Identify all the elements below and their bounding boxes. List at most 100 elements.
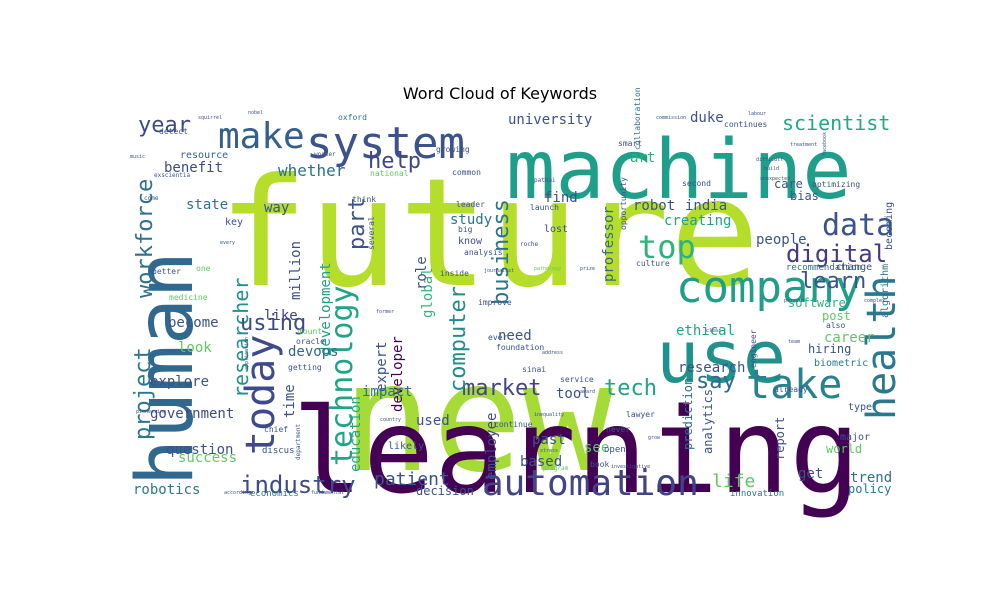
word-get: get [798, 466, 823, 482]
word-creating: creating [664, 213, 731, 229]
word-nobel: nobel [248, 110, 263, 116]
word-already: already [774, 385, 808, 394]
word-lost: lost [544, 224, 568, 235]
word-researcher: researcher [229, 278, 253, 398]
word-common: common [452, 168, 481, 177]
word-government: government [150, 406, 234, 422]
word-improve: improve [478, 298, 512, 307]
word-trend: trend [850, 470, 892, 486]
word-professor: professor [601, 206, 617, 282]
word-robotics: robotics [133, 482, 200, 498]
word-national: national [370, 169, 409, 178]
word-inside: inside [440, 269, 469, 278]
word-life: life [712, 471, 755, 492]
word-university: university [508, 112, 592, 128]
word-see: see [584, 440, 609, 456]
word-detect: detect [159, 127, 188, 136]
word-new: new [342, 332, 614, 506]
word-decision: decision [416, 484, 474, 498]
word-open: open [604, 445, 626, 455]
word-ethical: ethical [676, 323, 735, 339]
word-engineer: engineer [749, 329, 758, 368]
word-devops: devops [288, 344, 339, 360]
word-data: data [822, 208, 894, 243]
word-also: also [826, 321, 845, 330]
word-one: one [196, 264, 211, 273]
word-learn: learn [800, 269, 866, 294]
word-big: big [458, 225, 473, 234]
word-india: india [685, 198, 727, 214]
word-address: address [542, 350, 563, 356]
word-career: career [824, 330, 875, 346]
word-discus: discus [262, 446, 295, 456]
word-people: people [756, 232, 807, 248]
word-foundation: foundation [496, 343, 544, 352]
word-opportunity: opportunity [619, 177, 628, 230]
word-difficult: difficult [756, 157, 783, 163]
word-impact: impact [362, 384, 413, 400]
word-say: say [696, 369, 736, 394]
word-time: time [282, 384, 298, 418]
word-using: using [240, 311, 306, 336]
word-every: every [220, 240, 235, 246]
word-growing: growing [436, 145, 470, 154]
chart-title: Word Cloud of Keywords [402, 84, 598, 103]
word-facebook: facebook [822, 132, 828, 156]
word-leader: leader [456, 200, 485, 209]
word-key: key [225, 217, 243, 228]
word-make: make [218, 116, 305, 157]
word-patient: patient [374, 469, 450, 490]
word-unexpected: unexpected [760, 176, 790, 182]
word-pathai: pathai [534, 177, 556, 184]
word-analytics: analytics [701, 389, 715, 454]
word-country: country [380, 417, 401, 423]
word-way: way [264, 200, 289, 216]
word-software: software [788, 296, 846, 310]
word-optimizing: optimizing [812, 180, 860, 189]
word-market: market [462, 376, 541, 401]
word-business: business [489, 199, 514, 305]
word-labour: labour [748, 111, 766, 117]
word-benefit: benefit [164, 160, 223, 176]
word-mount: mount [298, 327, 322, 336]
word-employee: employee [484, 413, 500, 480]
word-report: report [773, 417, 787, 460]
word-launch: launch [530, 203, 559, 212]
word-million: million [288, 241, 304, 300]
word-project: project [131, 347, 156, 440]
word-better: better [152, 267, 181, 276]
word-grow: grow [648, 435, 661, 441]
word-analysis: analysis [464, 248, 503, 257]
word-expert: expert [374, 341, 390, 392]
word-clear: clear [706, 328, 721, 334]
word-developer: developer [390, 336, 406, 412]
word-machine: machine [506, 123, 852, 218]
word-likely: likely [388, 441, 424, 452]
word-oxford: oxford [338, 113, 367, 122]
word-application: application [244, 337, 250, 370]
word-biometric: biometric [814, 358, 868, 369]
word-whether: whether [278, 161, 346, 180]
word-hiring: hiring [808, 342, 851, 356]
word-book: book [590, 460, 609, 469]
word-education: education [348, 396, 364, 472]
word-automation: automation [482, 463, 699, 504]
word-human: human [121, 251, 211, 486]
word-tool: tool [556, 386, 590, 402]
word-bias: bias [790, 189, 819, 203]
word-stress: stress [540, 448, 558, 454]
word-getting: getting [288, 363, 322, 372]
word-algorithm: algorithm [880, 264, 891, 318]
word-scientist: scientist [782, 111, 890, 135]
word-continues: continues [724, 120, 768, 129]
word-today: today [238, 335, 284, 455]
word-commission: commission [656, 115, 686, 121]
word-robot: robot [633, 198, 675, 214]
word-inequality: inequality [534, 412, 564, 418]
word-think: think [352, 195, 376, 204]
word-roche: roche [520, 241, 538, 248]
word-top: top [638, 228, 696, 266]
word-investigative: investigative [611, 464, 650, 470]
word-technology: technology [325, 285, 360, 466]
word-resource: resource [180, 150, 228, 161]
